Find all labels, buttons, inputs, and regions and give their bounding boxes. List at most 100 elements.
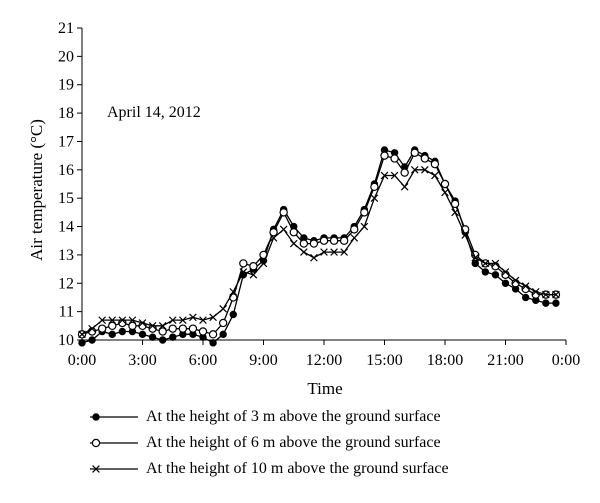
- data-point-10m: [481, 259, 490, 268]
- y-tick-label: 18: [58, 105, 74, 122]
- data-point-10m: [340, 248, 348, 256]
- data-point-3m: [118, 327, 127, 336]
- data-point-10m: [521, 282, 530, 290]
- data-point-3m: [158, 336, 167, 344]
- y-tick-label: 10: [58, 332, 74, 349]
- data-point-6m: [218, 318, 228, 328]
- data-point-6m: [390, 154, 399, 163]
- data-point-6m: [420, 154, 430, 163]
- data-point-6m: [410, 148, 419, 157]
- data-point-10m: [189, 313, 197, 322]
- y-tick-label: 13: [58, 247, 74, 264]
- data-point-10m: [380, 171, 389, 180]
- data-point-3m: [169, 333, 177, 341]
- data-point-10m: [209, 313, 217, 322]
- date-annotation: April 14, 2012: [107, 104, 201, 121]
- data-point-3m: [148, 333, 157, 341]
- data-point-10m: [542, 290, 550, 299]
- data-point-10m: [279, 225, 288, 234]
- data-point-6m: [309, 239, 319, 248]
- legend-marker-10m: [90, 465, 138, 473]
- y-tick-label: 11: [59, 304, 74, 321]
- data-point-10m: [118, 316, 127, 324]
- legend-symbol-6m: [91, 438, 101, 448]
- legend-label-10m: At the height of 10 m above the ground s…: [146, 460, 449, 477]
- data-point-6m: [158, 327, 167, 336]
- data-point-6m: [168, 324, 177, 333]
- data-point-6m: [319, 236, 329, 245]
- data-point-10m: [249, 270, 258, 279]
- data-point-6m: [339, 236, 349, 245]
- data-point-6m: [208, 330, 218, 339]
- legend: At the height of 3 m above the ground su…: [88, 404, 588, 482]
- y-axis-title: Air temperature (°C): [27, 119, 46, 261]
- data-point-3m: [88, 336, 96, 344]
- data-point-10m: [229, 287, 238, 296]
- data-point-10m: [350, 234, 359, 242]
- data-point-6m: [400, 168, 409, 177]
- legend-label-3m: At the height of 3 m above the ground su…: [146, 408, 441, 425]
- data-point-6m: [350, 225, 359, 234]
- data-point-6m: [299, 239, 309, 248]
- data-point-6m: [289, 228, 298, 237]
- legend-symbol-3m: [92, 413, 100, 421]
- data-point-6m: [249, 262, 258, 271]
- data-point-3m: [219, 330, 227, 339]
- x-tick-label: 21:00: [487, 352, 523, 369]
- data-point-10m: [78, 330, 86, 339]
- data-point-3m: [471, 259, 479, 268]
- data-point-10m: [148, 321, 157, 330]
- data-point-10m: [199, 316, 207, 324]
- data-point-3m: [481, 268, 490, 276]
- data-point-10m: [511, 276, 520, 285]
- y-tick-label: 14: [58, 219, 74, 236]
- legend-item-3m: At the height of 3 m above the ground su…: [88, 404, 588, 430]
- data-point-10m: [531, 287, 540, 296]
- data-point-6m: [239, 259, 248, 268]
- data-point-6m: [440, 179, 450, 189]
- data-point-10m: [289, 239, 298, 248]
- x-tick-label: 18:00: [427, 352, 463, 369]
- series-3m: [78, 146, 560, 347]
- data-point-10m: [390, 171, 399, 180]
- data-point-10m: [320, 248, 328, 256]
- series-layer: [77, 146, 561, 347]
- data-point-10m: [98, 316, 106, 324]
- data-point-3m: [542, 299, 550, 307]
- data-point-3m: [521, 293, 530, 302]
- data-point-10m: [471, 253, 480, 262]
- data-point-10m: [219, 304, 227, 313]
- y-tick-label: 17: [58, 133, 74, 150]
- data-point-6m: [329, 236, 339, 245]
- data-point-10m: [431, 171, 439, 180]
- y-tick-label: 19: [58, 77, 74, 94]
- data-point-6m: [269, 228, 278, 237]
- legend-item-10m: At the height of 10 m above the ground s…: [88, 456, 588, 482]
- data-point-3m: [552, 299, 560, 307]
- data-point-10m: [259, 259, 268, 268]
- x-tick-label: 0:00: [552, 352, 580, 369]
- y-tick-label: 12: [58, 275, 74, 292]
- data-point-10m: [179, 316, 187, 324]
- y-tick-label: 16: [58, 162, 74, 179]
- data-point-10m: [370, 194, 379, 203]
- data-point-10m: [400, 183, 409, 191]
- x-axis-title: Time: [307, 379, 342, 398]
- data-point-10m: [421, 165, 429, 174]
- data-point-10m: [410, 165, 419, 174]
- data-point-10m: [441, 188, 449, 197]
- data-point-10m: [128, 316, 137, 324]
- data-point-10m: [168, 316, 177, 324]
- data-point-10m: [552, 290, 560, 299]
- data-point-10m: [239, 268, 248, 276]
- y-tick-label: 20: [58, 48, 74, 65]
- series-line-3m: [81, 149, 556, 344]
- y-tick-label: 15: [58, 190, 74, 207]
- data-point-10m: [330, 248, 338, 256]
- x-tick-label: 9:00: [249, 352, 277, 369]
- data-point-10m: [461, 231, 469, 239]
- plot-area: 10 11 12 13 14 15 16 17 18 19 20 21 0:00 3:00 6:00 9:0…: [58, 20, 580, 369]
- data-point-3m: [491, 271, 500, 279]
- data-point-6m: [108, 321, 117, 331]
